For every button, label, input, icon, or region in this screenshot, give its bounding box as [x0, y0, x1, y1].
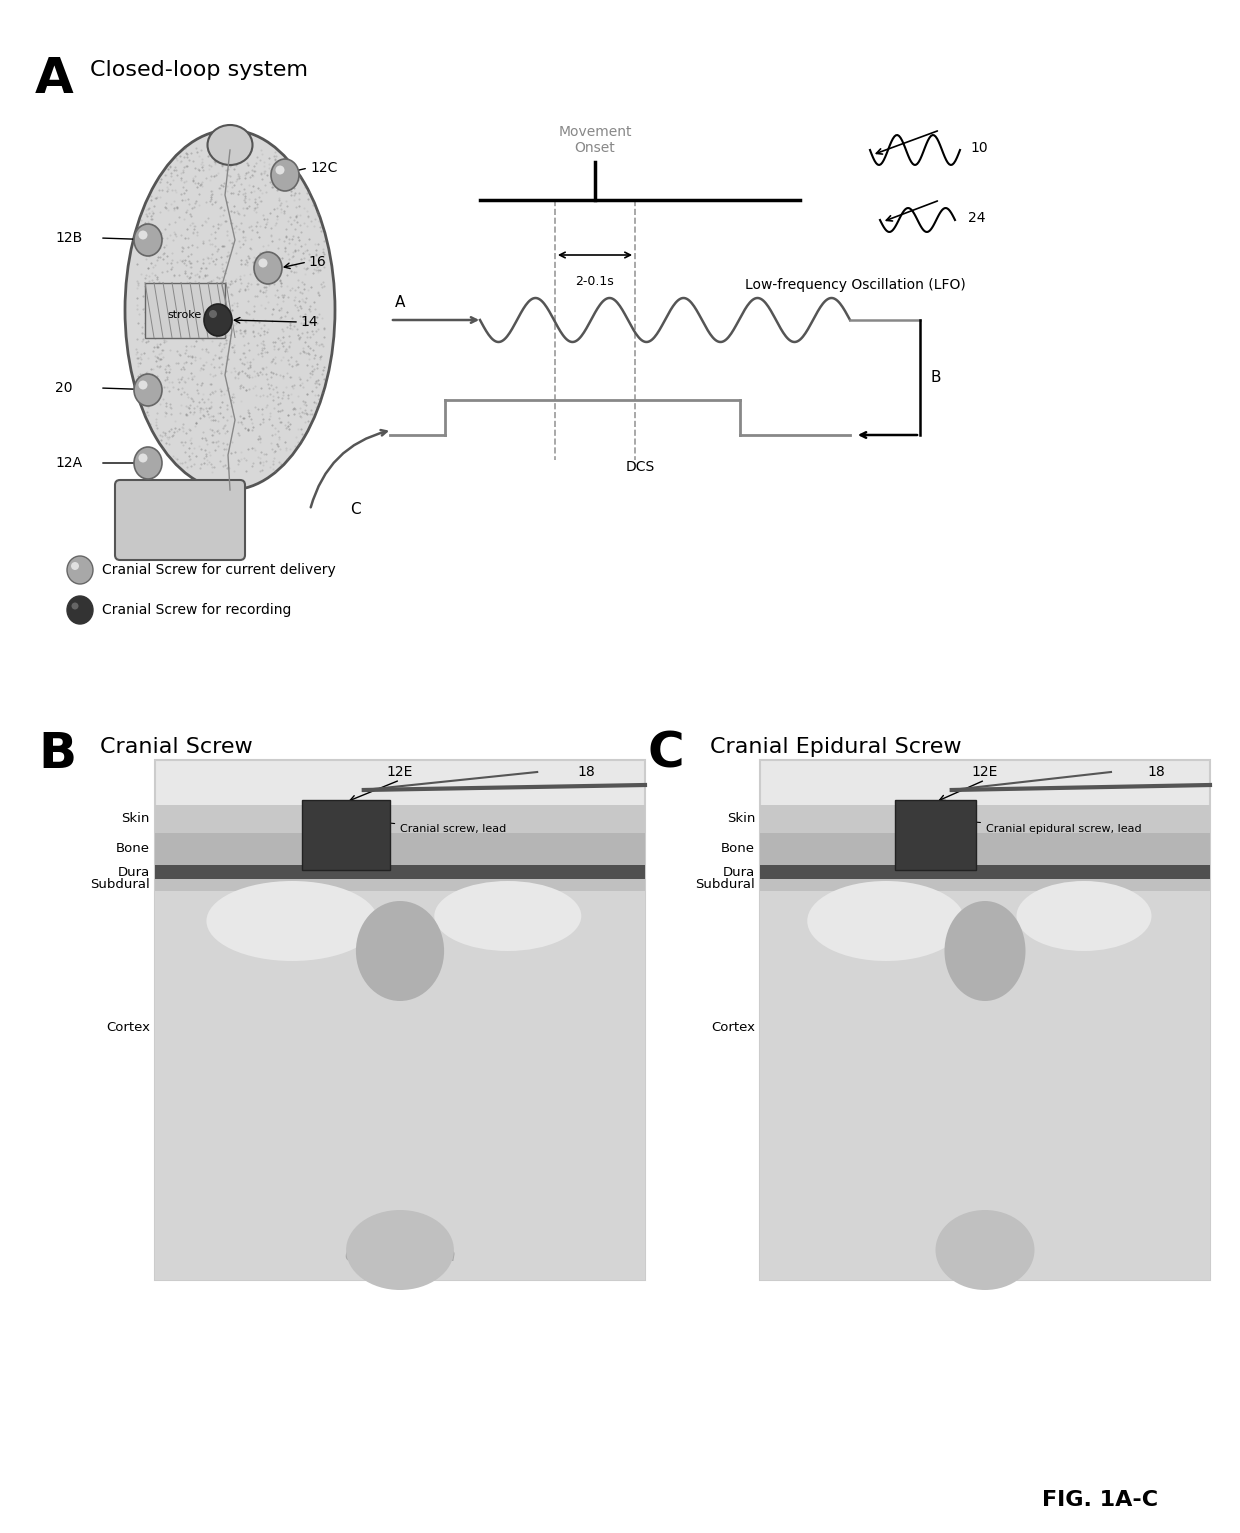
FancyBboxPatch shape — [760, 891, 1210, 1280]
FancyBboxPatch shape — [155, 832, 645, 865]
Ellipse shape — [205, 304, 232, 336]
Ellipse shape — [134, 224, 162, 256]
Text: Cranial screw, lead: Cranial screw, lead — [350, 817, 506, 834]
Ellipse shape — [139, 454, 148, 463]
FancyBboxPatch shape — [760, 865, 1210, 878]
Ellipse shape — [275, 166, 284, 175]
Text: Skin: Skin — [122, 812, 150, 825]
Ellipse shape — [134, 374, 162, 406]
Text: 10: 10 — [970, 141, 987, 155]
FancyBboxPatch shape — [155, 878, 645, 891]
Text: Bone: Bone — [117, 843, 150, 855]
Ellipse shape — [67, 596, 93, 624]
Text: Cross-section: Cross-section — [345, 1246, 456, 1265]
Text: C: C — [649, 730, 684, 779]
Text: 2-0.1s: 2-0.1s — [575, 274, 614, 288]
Ellipse shape — [356, 901, 444, 1001]
Ellipse shape — [935, 1210, 1034, 1289]
Text: 12A: 12A — [55, 455, 82, 471]
Ellipse shape — [134, 448, 162, 478]
Text: Dura: Dura — [723, 866, 755, 878]
Ellipse shape — [807, 881, 965, 961]
Text: 12E: 12E — [387, 765, 413, 779]
Text: 18: 18 — [1147, 765, 1164, 779]
Text: A: A — [35, 55, 73, 103]
Text: A: A — [396, 294, 405, 310]
Text: Movement
Onset: Movement Onset — [558, 124, 631, 155]
Text: 12C: 12C — [310, 161, 337, 175]
Text: Cranial Screw for current delivery: Cranial Screw for current delivery — [102, 563, 336, 576]
FancyBboxPatch shape — [760, 760, 1210, 1280]
Text: Dura: Dura — [118, 866, 150, 878]
FancyBboxPatch shape — [895, 800, 976, 871]
Text: 14: 14 — [300, 314, 317, 330]
Ellipse shape — [139, 230, 148, 239]
FancyBboxPatch shape — [145, 282, 224, 337]
FancyBboxPatch shape — [760, 878, 1210, 891]
FancyBboxPatch shape — [760, 805, 1210, 832]
Text: Cortex: Cortex — [711, 1021, 755, 1033]
FancyBboxPatch shape — [760, 832, 1210, 865]
Text: Closed-loop system: Closed-loop system — [91, 60, 308, 80]
Text: DCS: DCS — [625, 460, 655, 474]
Ellipse shape — [945, 901, 1025, 1001]
Text: C: C — [350, 503, 361, 518]
Text: Low-frequency Oscillation (LFO): Low-frequency Oscillation (LFO) — [745, 277, 966, 291]
Ellipse shape — [139, 380, 148, 389]
Text: Cranial Epidural Screw: Cranial Epidural Screw — [711, 737, 962, 757]
Text: B: B — [930, 369, 940, 385]
Ellipse shape — [434, 881, 582, 950]
Text: 16: 16 — [308, 254, 326, 268]
Text: Cranial Screw: Cranial Screw — [100, 737, 253, 757]
FancyBboxPatch shape — [155, 760, 645, 1280]
Ellipse shape — [210, 310, 217, 317]
Ellipse shape — [258, 259, 268, 267]
Text: Subdural: Subdural — [91, 878, 150, 892]
Text: Cortex: Cortex — [105, 1021, 150, 1033]
Text: 12B: 12B — [55, 231, 82, 245]
Text: Bone: Bone — [720, 843, 755, 855]
Text: FIG. 1A-C: FIG. 1A-C — [1042, 1490, 1158, 1510]
Text: B: B — [38, 730, 76, 779]
Ellipse shape — [272, 159, 299, 192]
FancyBboxPatch shape — [303, 800, 391, 871]
Text: 24: 24 — [968, 212, 986, 225]
Ellipse shape — [71, 563, 79, 570]
Ellipse shape — [1017, 881, 1152, 950]
Text: stroke: stroke — [167, 310, 202, 320]
FancyBboxPatch shape — [115, 480, 246, 560]
Text: Subdural: Subdural — [696, 878, 755, 892]
FancyBboxPatch shape — [155, 865, 645, 878]
Ellipse shape — [72, 602, 78, 610]
Ellipse shape — [207, 126, 253, 166]
Ellipse shape — [206, 881, 378, 961]
Text: 20: 20 — [55, 382, 72, 396]
Text: Cranial epidural screw, lead: Cranial epidural screw, lead — [940, 817, 1142, 834]
Text: Cranial Screw for recording: Cranial Screw for recording — [102, 602, 291, 616]
Text: 12E: 12E — [972, 765, 998, 779]
Ellipse shape — [254, 251, 281, 284]
FancyBboxPatch shape — [155, 891, 645, 1280]
Text: Skin: Skin — [727, 812, 755, 825]
Ellipse shape — [346, 1210, 454, 1289]
Ellipse shape — [67, 556, 93, 584]
Ellipse shape — [125, 130, 335, 491]
Text: 18: 18 — [578, 765, 595, 779]
FancyBboxPatch shape — [155, 805, 645, 832]
